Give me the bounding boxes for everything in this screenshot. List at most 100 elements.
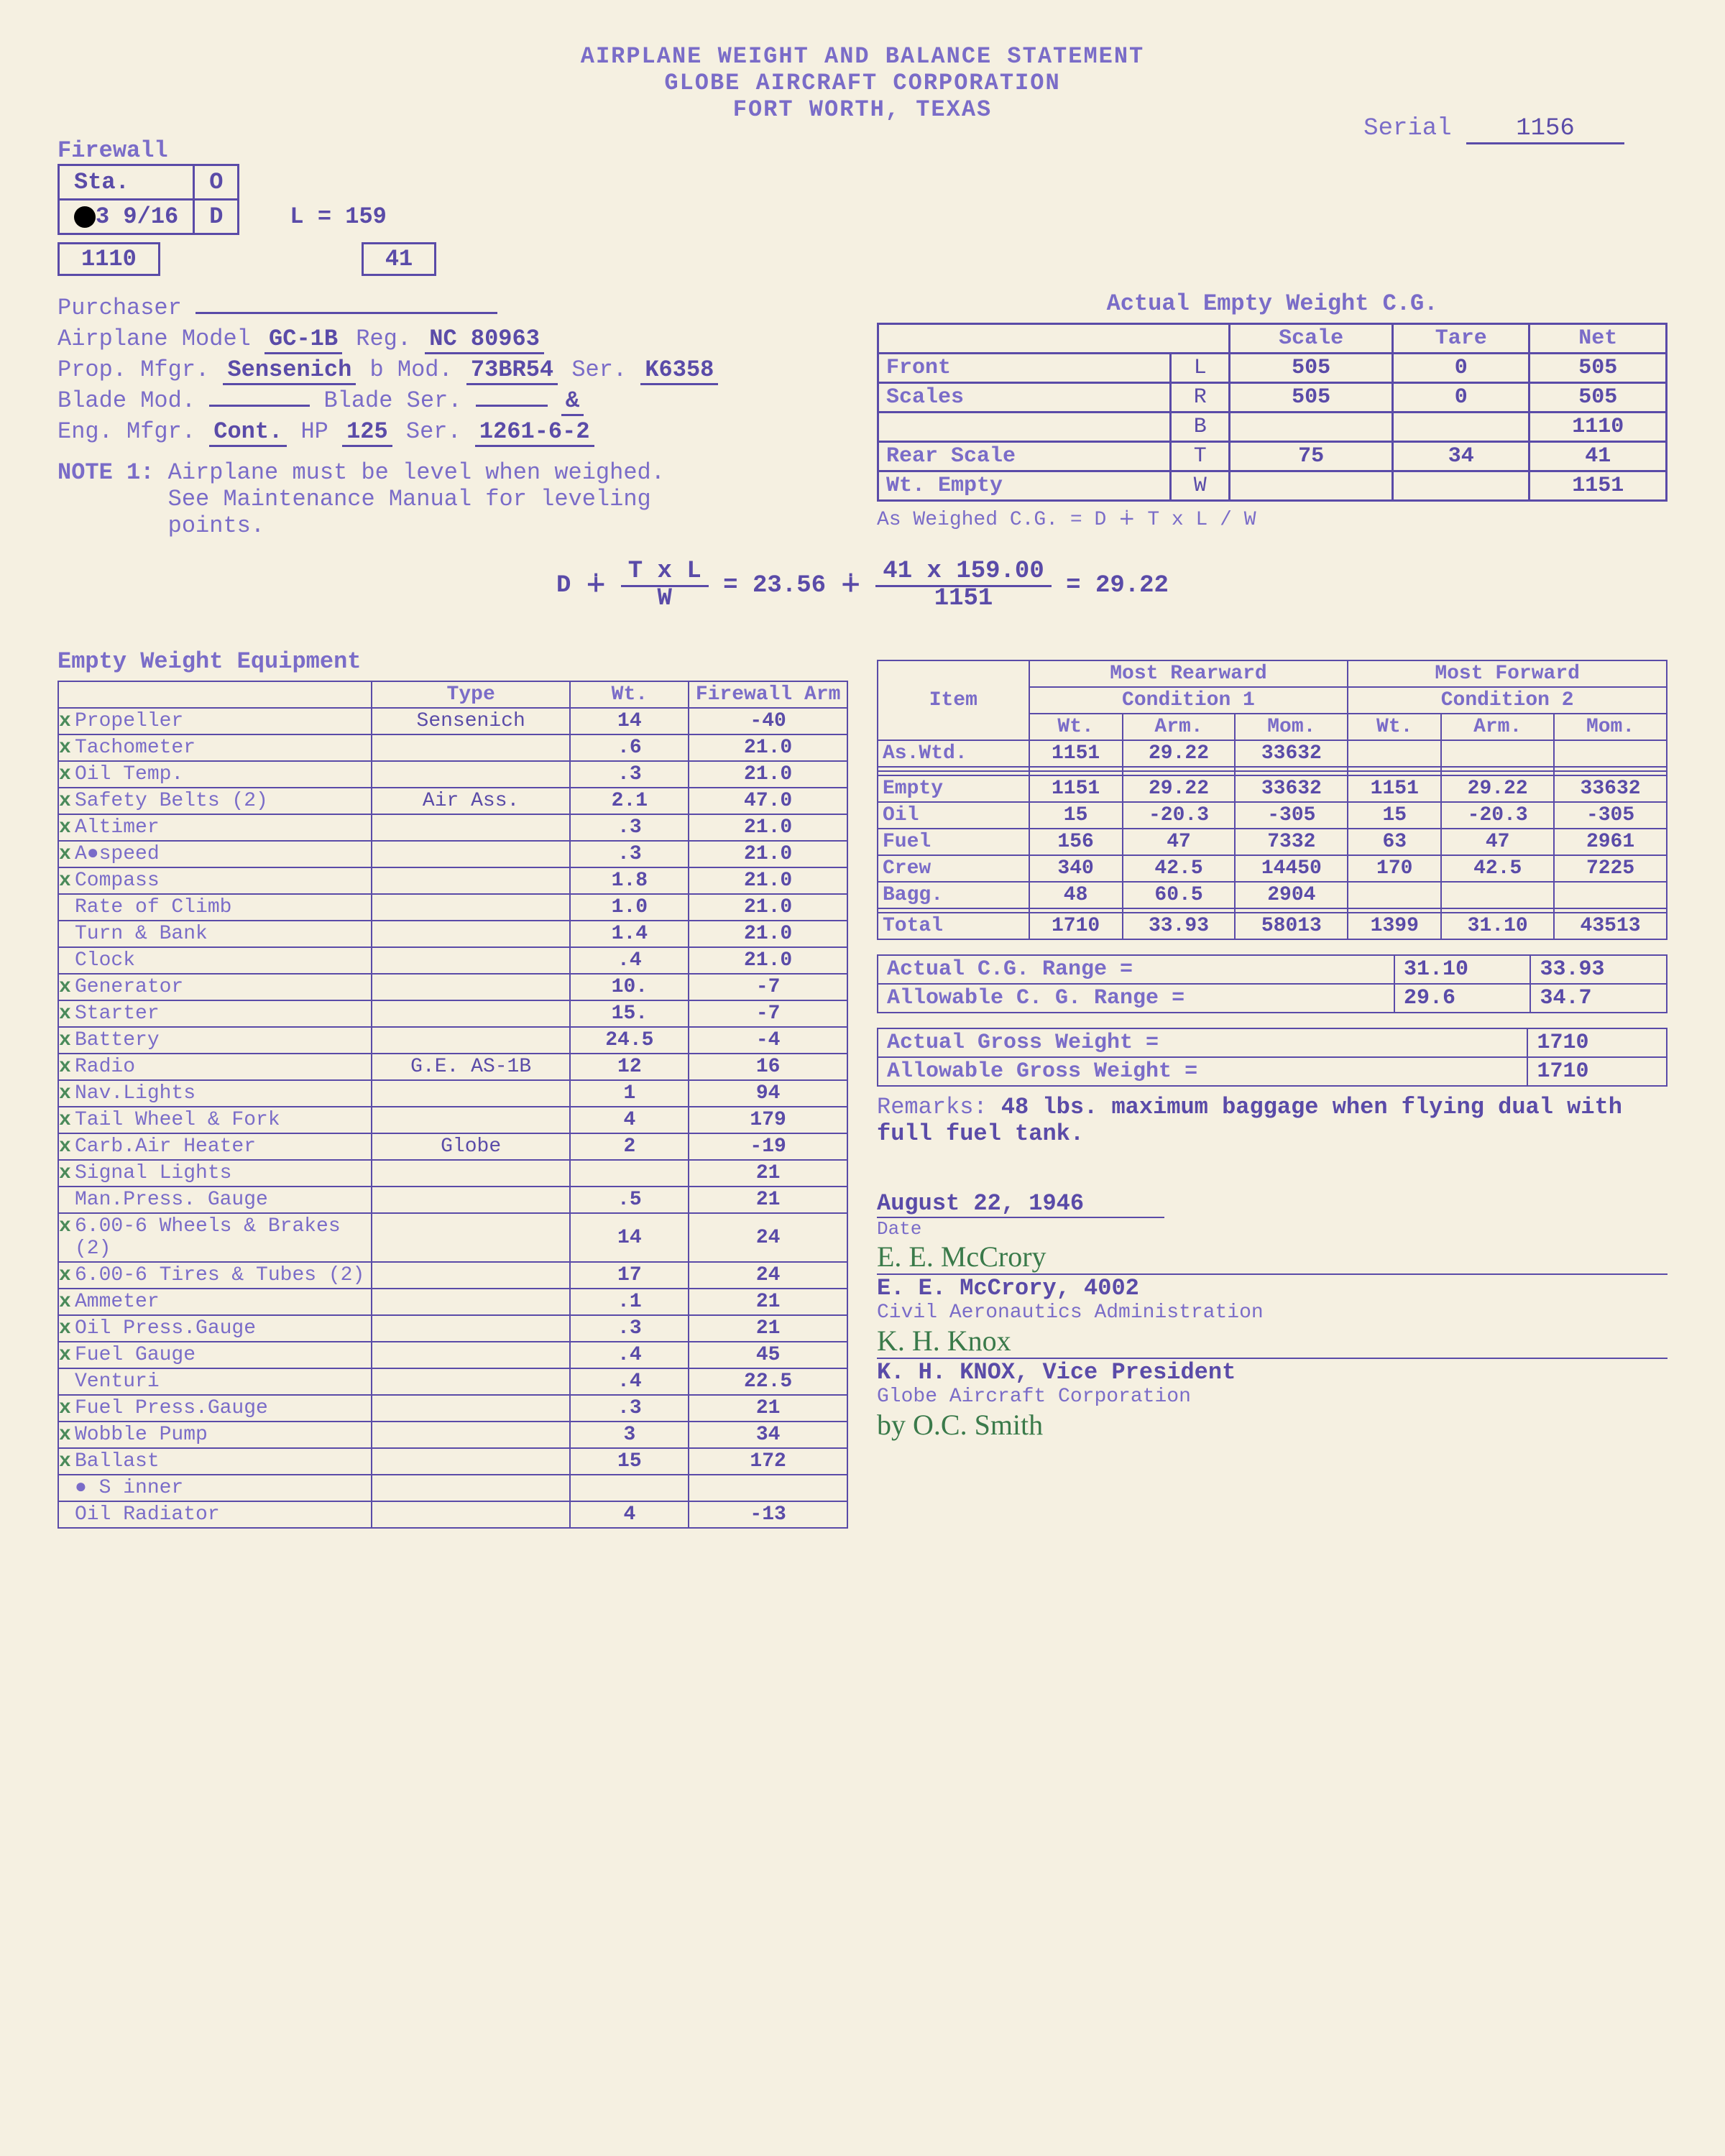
equip-title: Empty Weight Equipment	[58, 648, 848, 675]
equip-name: Generator	[58, 974, 372, 1000]
prop-mfgr-value: Sensenich	[223, 356, 356, 385]
equip-wt: 3	[570, 1422, 689, 1448]
equip-name: Signal Lights	[58, 1160, 372, 1187]
equip-wt: 24.5	[570, 1027, 689, 1054]
equip-type	[372, 1262, 571, 1289]
date-label: Date	[877, 1218, 1668, 1240]
equip-arm: -4	[689, 1027, 847, 1054]
equip-type	[372, 1368, 571, 1395]
cg-footer: As Weighed C.G. = D ∔ T x L / W	[877, 506, 1668, 531]
equip-arm: -19	[689, 1133, 847, 1160]
cond-m1: 58013	[1235, 913, 1348, 939]
hdr-tare: Tare	[1392, 324, 1530, 354]
equip-row: Starter 15. -7	[58, 1000, 847, 1027]
remarks-text: 48 lbs. maximum baggage when flying dual…	[877, 1094, 1622, 1147]
signature-1: E. E. McCrory	[877, 1240, 1668, 1273]
cond-m2	[1554, 740, 1667, 767]
equip-name: Battery	[58, 1027, 372, 1054]
equip-arm: 24	[689, 1213, 847, 1262]
cond-item: As.Wtd.	[878, 740, 1029, 767]
cond-m2: 7225	[1554, 855, 1667, 882]
cond-item: Bagg.	[878, 882, 1029, 908]
equip-name: ● S inner	[58, 1475, 372, 1501]
equip-wt	[570, 1160, 689, 1187]
signer-1-org: Civil Aeronautics Administration	[877, 1302, 1668, 1324]
equip-row: Wobble Pump 3 34	[58, 1422, 847, 1448]
wt-row-scale: 75	[1230, 442, 1393, 471]
equip-name: Venturi	[58, 1368, 372, 1395]
eng-ser-value: 1261-6-2	[475, 418, 594, 447]
equip-arm: 45	[689, 1342, 847, 1368]
equip-type	[372, 1315, 571, 1342]
equip-hdr-arm: Firewall Arm	[689, 681, 847, 708]
equip-type	[372, 974, 571, 1000]
equip-type	[372, 1448, 571, 1475]
equip-row: Tail Wheel & Fork 4 179	[58, 1107, 847, 1133]
equip-type	[372, 734, 571, 761]
equip-name: Ammeter	[58, 1289, 372, 1315]
equip-wt: .3	[570, 841, 689, 867]
equip-wt: 14	[570, 1213, 689, 1262]
signer-1-name: E. E. McCrory, 4002	[877, 1273, 1668, 1302]
note-label: NOTE 1:	[58, 459, 154, 486]
wt-row-scale	[1230, 413, 1393, 442]
cond-m1: 33632	[1235, 740, 1348, 767]
note-text: Airplane must be level when weighed. See…	[168, 459, 671, 539]
remarks-row: Remarks: 48 lbs. maximum baggage when fl…	[877, 1094, 1668, 1147]
equip-arm: 21	[689, 1395, 847, 1422]
hub-ser-value: K6358	[640, 356, 718, 385]
cond-a1: 60.5	[1123, 882, 1236, 908]
sta-label: Sta.	[59, 165, 194, 200]
equip-wt: 2	[570, 1133, 689, 1160]
equip-type: Globe	[372, 1133, 571, 1160]
reg-label: Reg.	[356, 326, 411, 352]
cond-a2: 42.5	[1441, 855, 1554, 882]
equip-row: Oil Temp. .3 21.0	[58, 761, 847, 788]
cond-fwd: Most Forward	[1348, 660, 1667, 687]
cond-row: Crew 34042.514450 17042.57225	[878, 855, 1667, 882]
equip-arm: -13	[689, 1501, 847, 1528]
wt-row-code: W	[1171, 471, 1230, 501]
wt-row-tare	[1392, 413, 1530, 442]
cond-item: Total	[878, 913, 1029, 939]
equip-row: Oil Radiator 4 -13	[58, 1501, 847, 1528]
equip-arm: 94	[689, 1080, 847, 1107]
equip-type	[372, 867, 571, 894]
header-title: AIRPLANE WEIGHT AND BALANCE STATEMENT GL…	[58, 43, 1668, 123]
equip-arm: 16	[689, 1054, 847, 1080]
equip-wt: 4	[570, 1501, 689, 1528]
equip-name: Rate of Climb	[58, 894, 372, 921]
wt-row-scale: 505	[1230, 354, 1393, 383]
serial-value: 1156	[1466, 115, 1624, 144]
remarks-label: Remarks:	[877, 1094, 988, 1120]
cond-c2: Condition 2	[1348, 687, 1667, 714]
equip-row: Safety Belts (2) Air Ass. 2.1 47.0	[58, 788, 847, 814]
equip-arm: 21	[689, 1187, 847, 1213]
equip-row: Propeller Sensenich 14 -40	[58, 708, 847, 734]
equip-row: Radio G.E. AS-1B 12 16	[58, 1054, 847, 1080]
wt-row-code: L	[1171, 354, 1230, 383]
equip-row: A●speed .3 21.0	[58, 841, 847, 867]
equip-wt: 1	[570, 1080, 689, 1107]
equip-row: Altimer .3 21.0	[58, 814, 847, 841]
equip-wt: 2.1	[570, 788, 689, 814]
conditions-table: Item Most Rearward Most Forward Conditio…	[877, 660, 1668, 940]
model-value: GC-1B	[264, 326, 342, 354]
cond-a1: 29.22	[1123, 775, 1236, 802]
cond-m2: -305	[1554, 802, 1667, 829]
box-41: 41	[362, 242, 436, 276]
cond-w1: 1151	[1029, 740, 1123, 767]
cond-a2	[1441, 882, 1554, 908]
equip-row: Fuel Gauge .4 45	[58, 1342, 847, 1368]
equip-arm: 21.0	[689, 814, 847, 841]
equip-name: Man.Press. Gauge	[58, 1187, 372, 1213]
purchaser-label: Purchaser	[58, 295, 182, 321]
equip-arm: 21.0	[689, 921, 847, 947]
equip-type	[372, 1501, 571, 1528]
equip-type	[372, 1342, 571, 1368]
wt-row-label: Rear Scale	[878, 442, 1171, 471]
equip-wt	[570, 1475, 689, 1501]
cond-a2: 31.10	[1441, 913, 1554, 939]
equip-arm: 21.0	[689, 734, 847, 761]
wt-row-code: B	[1171, 413, 1230, 442]
